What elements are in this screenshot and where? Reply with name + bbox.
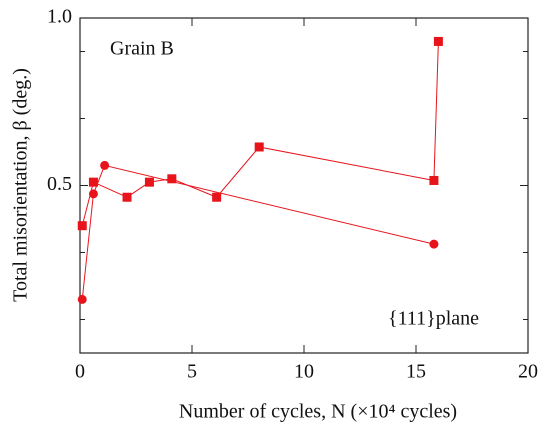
marker bbox=[433, 36, 443, 46]
x-tick-label: 20 bbox=[518, 361, 538, 383]
y-axis-label: Total misorientation, β (deg.) bbox=[10, 68, 32, 302]
marker bbox=[254, 142, 264, 152]
y-tick-label: 1.0 bbox=[47, 6, 72, 28]
marker bbox=[77, 294, 87, 304]
marker bbox=[100, 160, 110, 170]
marker bbox=[122, 192, 132, 202]
y-tick-label: 0.5 bbox=[47, 173, 72, 195]
marker bbox=[212, 192, 222, 202]
x-tick-label: 10 bbox=[294, 361, 314, 383]
x-tick-label: 0 bbox=[75, 361, 85, 383]
x-axis-label: Number of cycles, N (×10⁴ cycles) bbox=[179, 401, 457, 423]
marker bbox=[88, 177, 98, 187]
series-line bbox=[81, 41, 439, 226]
annotation: Grain B bbox=[110, 38, 174, 60]
marker bbox=[429, 239, 439, 249]
marker bbox=[88, 189, 98, 199]
marker bbox=[167, 174, 177, 184]
series-line bbox=[81, 164, 435, 300]
x-tick-label: 5 bbox=[187, 361, 197, 383]
marker bbox=[77, 221, 87, 231]
annotation: {111}plane bbox=[388, 308, 479, 330]
marker bbox=[429, 175, 439, 185]
marker bbox=[144, 177, 154, 187]
x-tick-label: 15 bbox=[406, 361, 426, 383]
